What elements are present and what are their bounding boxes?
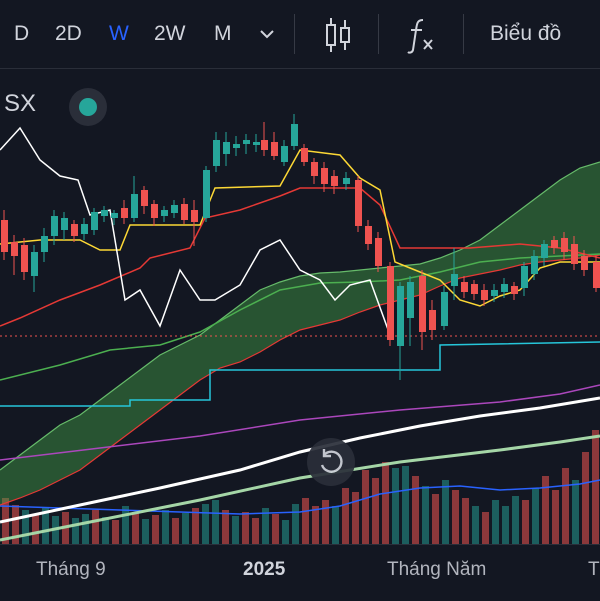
ma-green-line bbox=[0, 253, 600, 381]
toolbar-divider bbox=[463, 14, 464, 54]
kijun-sen-line bbox=[0, 187, 600, 327]
timeframe-d[interactable]: D bbox=[14, 22, 30, 45]
volume-ma-line bbox=[0, 479, 600, 515]
senkou-span-b bbox=[0, 254, 600, 506]
price-chart[interactable] bbox=[0, 68, 600, 544]
ma-purple-line bbox=[0, 384, 600, 461]
time-axis-label: Tháng Năm bbox=[387, 559, 487, 580]
timeframe-w[interactable]: W bbox=[109, 22, 129, 45]
time-axis[interactable]: Tháng 9 2025 Tháng Năm T bbox=[0, 544, 600, 601]
senkou-span-a bbox=[0, 161, 600, 471]
symbol-label[interactable]: SX bbox=[4, 90, 37, 117]
toolbar-divider bbox=[378, 14, 379, 54]
timeframe-2d[interactable]: 2D bbox=[55, 22, 82, 45]
status-dot bbox=[79, 98, 97, 116]
chevron-down-icon[interactable] bbox=[258, 26, 276, 47]
chart-type-dropdown[interactable]: Biểu đồ bbox=[490, 22, 562, 45]
time-axis-label: Tháng 9 bbox=[36, 559, 106, 580]
ichimoku-cloud bbox=[0, 162, 600, 505]
candlestick-icon[interactable] bbox=[323, 16, 353, 59]
tenkan-sen-line bbox=[0, 149, 600, 307]
top-toolbar: D 2D W 2W M Biểu đồ bbox=[0, 0, 600, 69]
reset-view-icon bbox=[320, 449, 343, 473]
timeframe-2w[interactable]: 2W bbox=[154, 22, 186, 45]
chikou-span-line bbox=[0, 126, 391, 336]
reset-view-button[interactable] bbox=[307, 438, 355, 486]
ma-cyan-line bbox=[0, 341, 600, 407]
market-status-indicator[interactable] bbox=[69, 88, 107, 126]
timeframe-m[interactable]: M bbox=[214, 22, 232, 45]
time-axis-label: 2025 bbox=[243, 559, 286, 580]
toolbar-divider bbox=[294, 14, 295, 54]
candlesticks bbox=[1, 114, 600, 380]
time-axis-label: T bbox=[588, 559, 600, 580]
indicators-fx-icon[interactable] bbox=[405, 16, 437, 59]
